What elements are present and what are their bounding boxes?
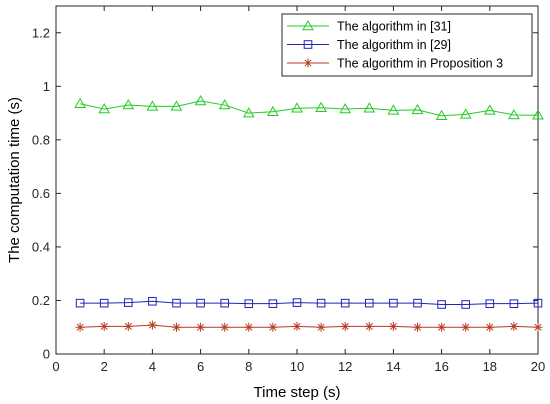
y-tick-label: 0.4	[32, 239, 50, 254]
data-point	[389, 298, 398, 308]
data-point	[267, 105, 279, 116]
legend-marker	[303, 58, 313, 68]
x-tick-label: 18	[483, 359, 497, 374]
data-point	[172, 322, 181, 332]
axis-ticks: 0 2 4 6 8 10 12 14 16 18 20 0 0.2 0.4 0.6 0.8 1 1.2	[32, 6, 545, 374]
x-tick-label: 12	[338, 359, 352, 374]
data-point	[364, 321, 374, 331]
data-point	[533, 322, 543, 332]
legend-item: The algorithm in Proposition 3	[287, 57, 503, 71]
series-3	[75, 320, 543, 332]
data-point	[292, 298, 302, 307]
x-tick-label: 10	[290, 359, 304, 374]
data-point	[483, 104, 496, 115]
data-point	[437, 300, 446, 309]
y-tick-label: 0	[43, 347, 50, 362]
data-point	[509, 321, 519, 331]
data-point	[99, 321, 109, 331]
y-tick-label: 0.6	[32, 186, 50, 201]
data-point	[413, 298, 422, 308]
data-point	[147, 320, 157, 330]
data-point	[244, 322, 254, 332]
data-point	[508, 108, 520, 120]
data-point	[411, 103, 424, 115]
data-point	[242, 107, 255, 118]
data-point	[340, 321, 350, 331]
legend-item: The algorithm in [29]	[287, 38, 451, 52]
legend: The algorithm in [31] The algorithm in [2…	[281, 13, 533, 77]
data-point	[268, 322, 278, 332]
data-point	[148, 296, 157, 306]
y-tick-label: 0.8	[32, 132, 50, 147]
data-point	[292, 321, 302, 331]
data-point	[509, 299, 519, 308]
y-axis-label: The computation time (s)	[6, 97, 23, 263]
data-point	[388, 321, 398, 331]
data-point	[244, 299, 254, 308]
data-point	[170, 100, 183, 111]
legend-item: The algorithm in [31]	[287, 20, 451, 34]
data-point	[146, 100, 159, 111]
data-point	[75, 298, 85, 308]
data-point	[485, 322, 495, 332]
x-tick-label: 20	[531, 359, 545, 374]
x-axis-label: Time step (s)	[254, 384, 341, 401]
data-point	[220, 298, 229, 308]
x-tick-label: 0	[52, 359, 59, 374]
x-tick-label: 2	[101, 359, 108, 374]
data-point	[316, 298, 326, 308]
series-group	[74, 95, 544, 332]
legend-label: The algorithm in [29]	[337, 38, 451, 52]
data-point	[485, 299, 495, 308]
legend-label: The algorithm in Proposition 3	[337, 57, 503, 71]
data-point	[365, 298, 374, 308]
data-point	[220, 322, 230, 332]
y-tick-label: 1.2	[32, 25, 50, 40]
data-point	[291, 102, 303, 113]
data-point	[124, 298, 133, 307]
data-point	[123, 321, 133, 331]
x-tick-label: 16	[434, 359, 448, 374]
data-point	[196, 322, 206, 332]
data-point	[99, 298, 109, 308]
y-tick-label: 1	[43, 79, 50, 94]
data-point	[461, 322, 471, 332]
data-point	[316, 322, 326, 332]
series-2	[75, 296, 543, 309]
x-tick-label: 8	[245, 359, 252, 374]
series-1	[74, 95, 544, 121]
data-point	[218, 99, 231, 110]
data-point	[315, 101, 327, 112]
data-point	[196, 298, 205, 308]
data-point	[122, 99, 135, 110]
legend-marker	[303, 40, 313, 49]
data-point	[339, 103, 352, 114]
data-point	[194, 95, 207, 106]
data-point	[98, 103, 111, 114]
data-point	[74, 97, 86, 108]
data-point	[461, 300, 470, 309]
data-point	[435, 109, 448, 121]
y-tick-label: 0.2	[32, 293, 50, 308]
data-point	[75, 322, 85, 332]
data-point	[268, 299, 278, 308]
series-line	[79, 100, 539, 117]
legend-marker	[302, 19, 314, 31]
data-point	[459, 108, 472, 119]
legend-label: The algorithm in [31]	[337, 20, 451, 34]
data-point	[340, 298, 350, 308]
x-tick-label: 4	[149, 359, 156, 374]
data-point	[172, 298, 181, 308]
data-point	[363, 102, 376, 113]
x-tick-label: 6	[197, 359, 204, 374]
data-point	[533, 298, 543, 308]
data-point	[413, 322, 422, 332]
data-point	[437, 322, 447, 332]
data-point	[532, 109, 544, 120]
x-tick-label: 14	[386, 359, 400, 374]
data-point	[387, 104, 400, 115]
